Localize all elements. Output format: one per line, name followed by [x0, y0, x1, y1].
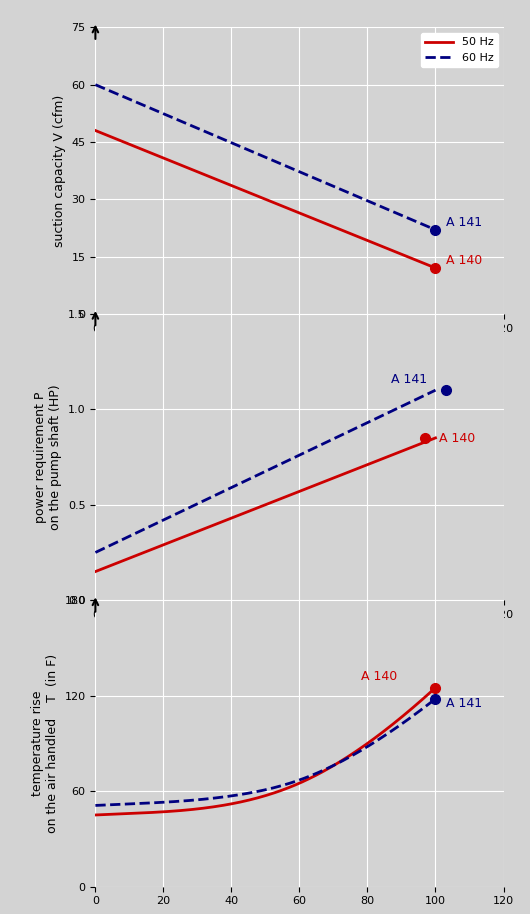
Legend: 50 Hz, 60 Hz: 50 Hz, 60 Hz — [421, 33, 498, 68]
Text: total pressure difference (gauge)  Δ: total pressure difference (gauge) Δ — [200, 664, 399, 674]
Text: A 141: A 141 — [391, 373, 427, 386]
Text: inch H₂O: inch H₂O — [432, 686, 477, 696]
Y-axis label: suction capacity V (cfm): suction capacity V (cfm) — [53, 94, 66, 247]
Text: A 140: A 140 — [446, 254, 482, 267]
Text: A 141: A 141 — [446, 696, 482, 710]
Text: A 140: A 140 — [439, 431, 475, 445]
Text: A 141: A 141 — [446, 216, 482, 229]
Text: total pressure difference (gauge)  Δp: total pressure difference (gauge) Δp — [197, 377, 402, 387]
Y-axis label: power requirement P
on the pump shaft (HP): power requirement P on the pump shaft (H… — [34, 384, 63, 530]
Text: A 140: A 140 — [360, 670, 397, 683]
Text: inch H₂O: inch H₂O — [432, 399, 477, 409]
Y-axis label: temperature rise
on the air handled    T  (in F): temperature rise on the air handled T (i… — [31, 654, 59, 833]
